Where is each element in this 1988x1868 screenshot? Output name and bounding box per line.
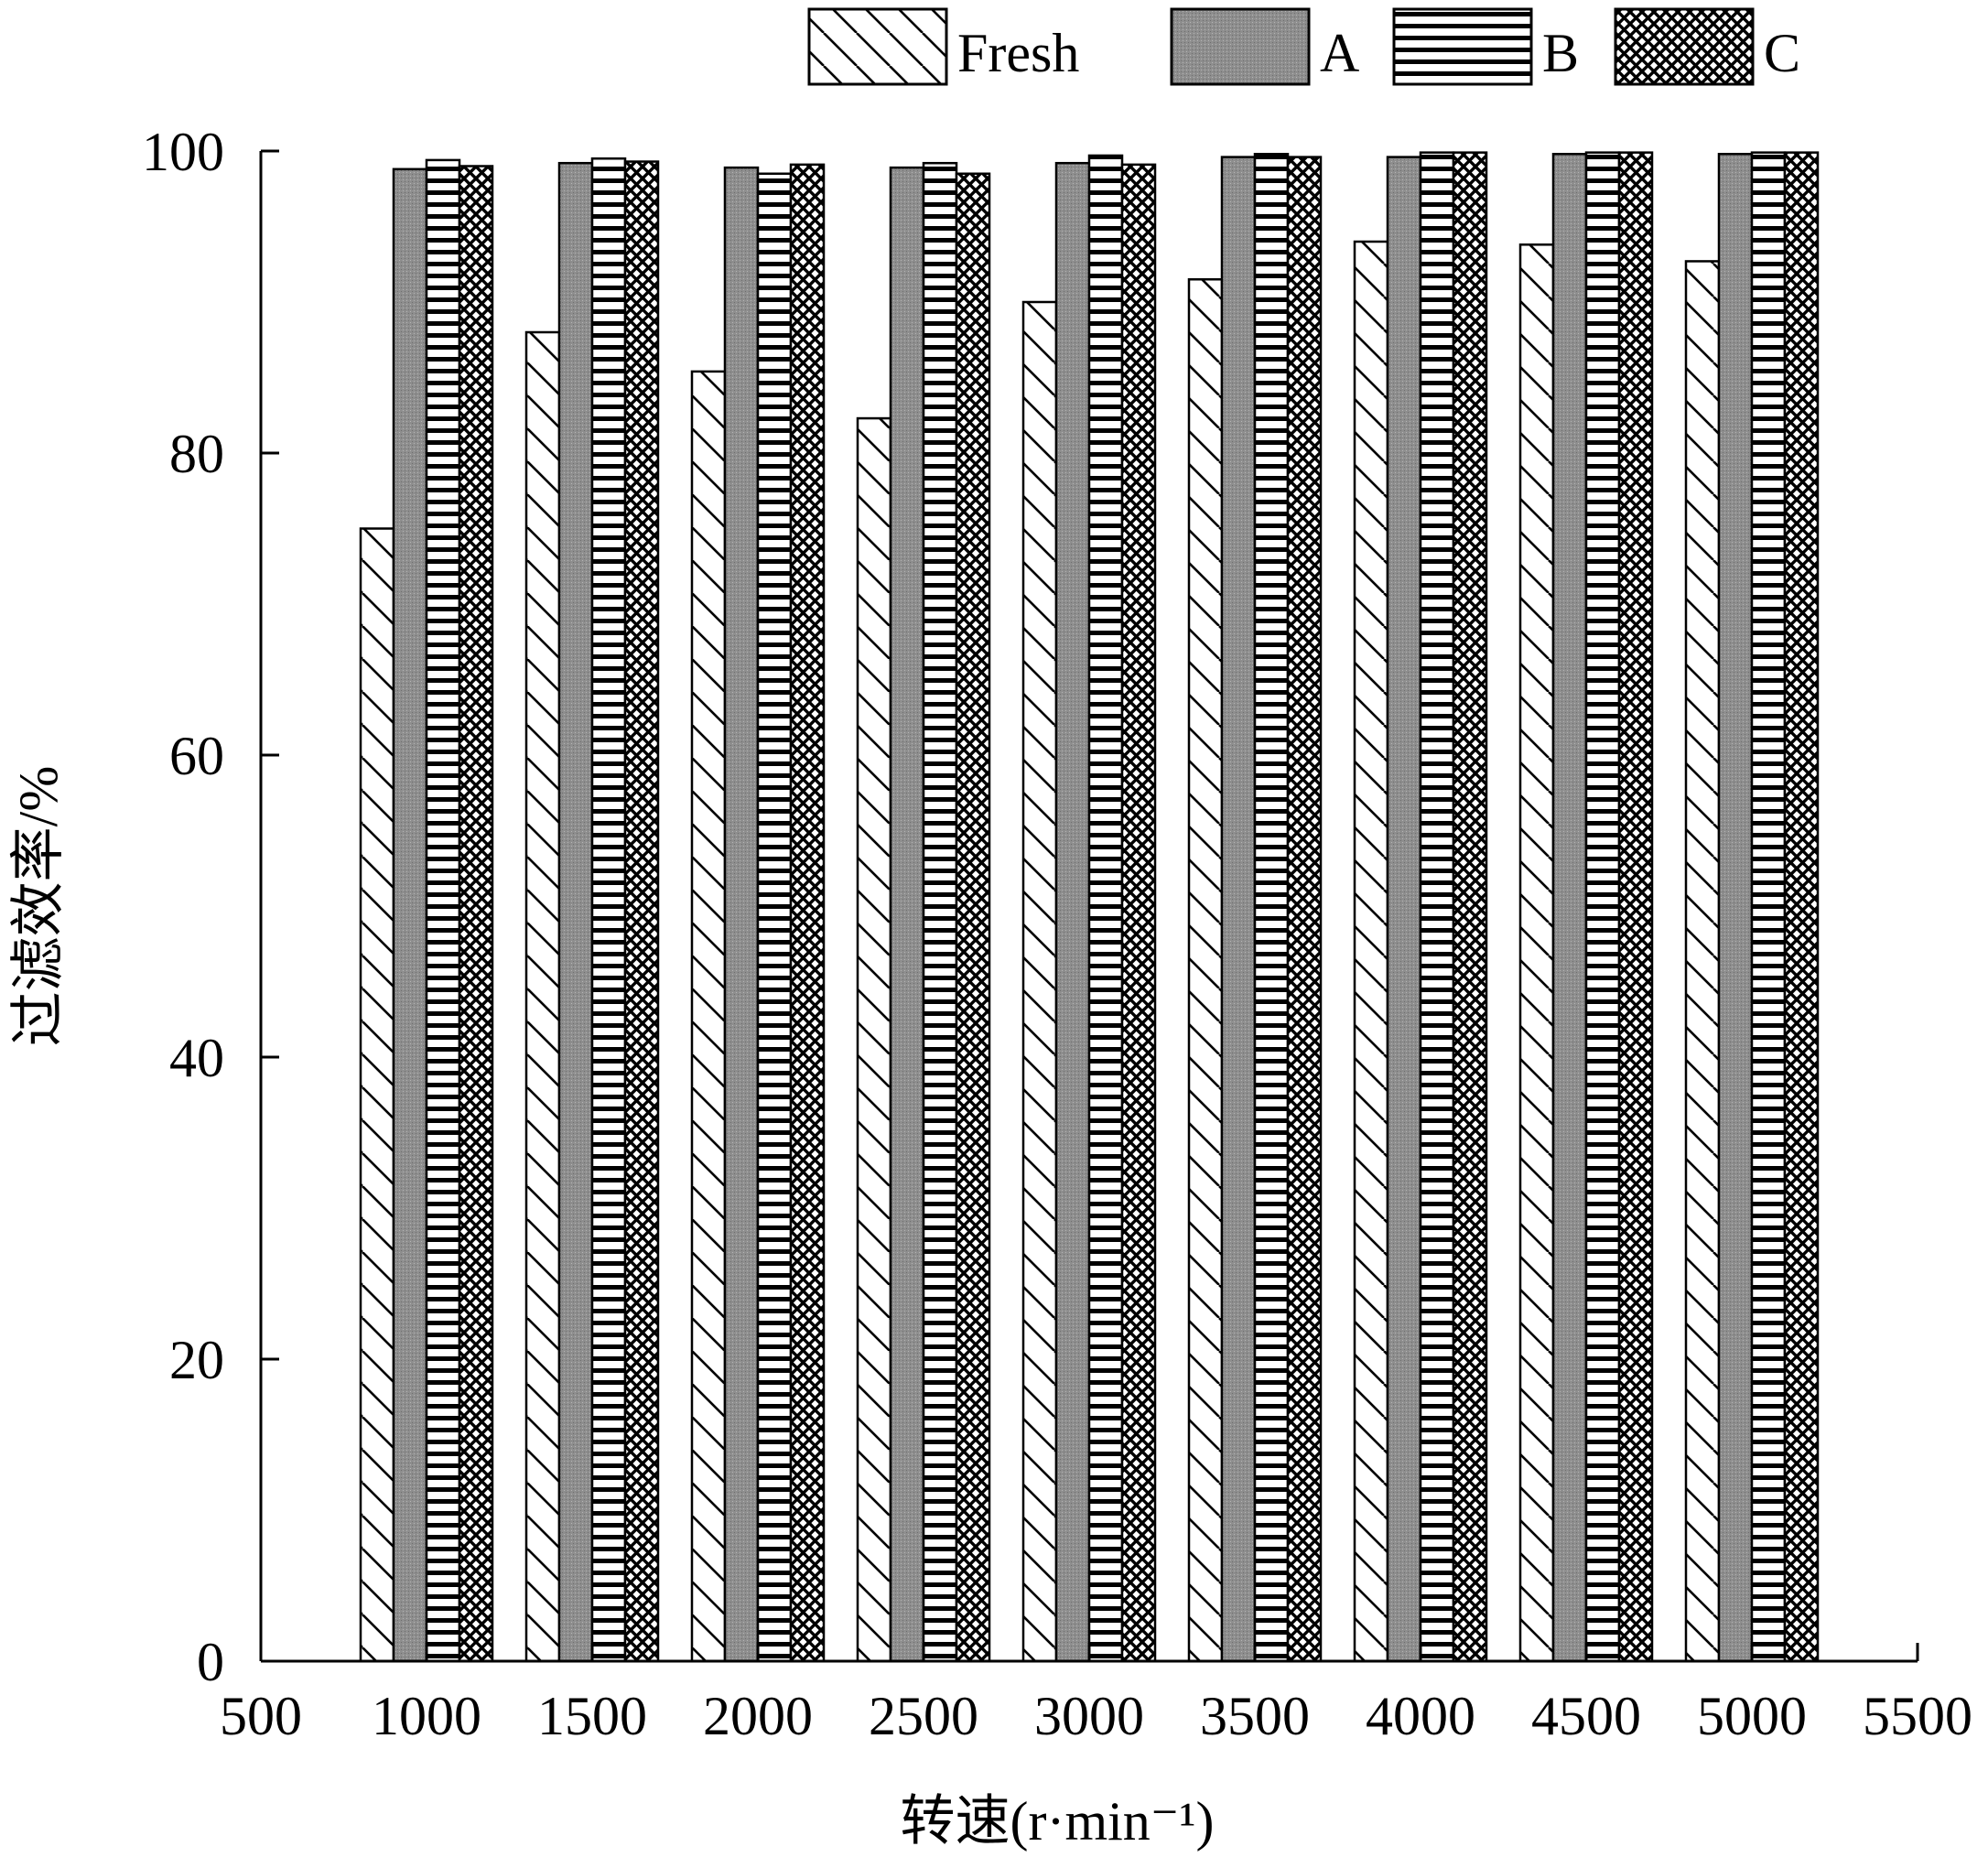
bar-fresh-2000 [690,370,727,1663]
x-tick-label: 5500 [1863,1686,1972,1746]
bar-a-4000 [1386,156,1422,1663]
bar-b-1000 [425,158,461,1663]
legend-swatch-b [1392,7,1533,86]
x-tick-label: 3000 [1034,1686,1144,1746]
bar-fresh-4000 [1353,240,1389,1663]
bar-c-3500 [1286,156,1323,1663]
legend-swatch-a [1170,7,1311,86]
x-tick-label: 500 [220,1686,302,1746]
y-axis-title: 过滤效率/% [8,766,69,1047]
x-tick-label: 2500 [869,1686,978,1746]
bar-b-3500 [1253,153,1290,1663]
legend-label-b: B [1542,23,1579,83]
bar-a-4500 [1551,153,1588,1663]
legend-label-fresh: Fresh [957,23,1079,83]
bar-c-2000 [789,163,826,1663]
bar-a-1000 [392,167,428,1663]
bar-fresh-3000 [1021,300,1058,1663]
y-tick-label: 20 [169,1330,224,1390]
bar-c-4500 [1617,151,1654,1663]
bar-b-2500 [922,161,958,1663]
bar-a-3000 [1054,161,1091,1663]
y-tick-label: 100 [142,122,224,182]
bar-fresh-4500 [1518,243,1555,1663]
bar-c-5000 [1783,151,1820,1663]
legend-label-a: A [1320,23,1359,83]
bar-c-4000 [1452,151,1488,1663]
bar-fresh-1500 [524,330,561,1663]
bars [359,151,1820,1663]
y-tick-label: 0 [197,1632,224,1692]
bar-c-3000 [1120,163,1157,1663]
bar-fresh-3500 [1187,278,1224,1663]
x-tick-label: 1500 [537,1686,647,1746]
bar-c-1500 [623,160,660,1663]
bar-a-1500 [557,161,594,1663]
bar-c-2500 [955,172,991,1663]
bar-b-4500 [1584,151,1621,1663]
legend-label-c: C [1764,23,1800,83]
bar-a-2000 [723,166,760,1663]
bar-b-4000 [1419,151,1455,1663]
x-tick-label: 5000 [1697,1686,1807,1746]
bar-b-3000 [1087,154,1124,1663]
y-tick-label: 60 [169,726,224,786]
legend-swatch-fresh [807,7,948,86]
axes: 0 20 40 60 80 100 500 1000 1500 2000 2500 3000 3500 4… [142,122,1972,1746]
y-tick-label: 80 [169,424,224,484]
bar-a-2500 [889,166,925,1663]
legend: Fresh A B C [807,7,1800,86]
x-axis-title: 转速(r·min⁻¹) [901,1791,1215,1852]
x-tick-label: 4500 [1531,1686,1641,1746]
bar-fresh-5000 [1684,260,1721,1663]
x-tick-label: 1000 [372,1686,481,1746]
y-tick-label: 40 [169,1028,224,1088]
bar-fresh-2500 [856,416,892,1663]
bar-c-1000 [458,165,494,1663]
bar-a-3500 [1220,156,1257,1663]
x-tick-label: 4000 [1366,1686,1475,1746]
x-tick-label: 2000 [703,1686,813,1746]
bar-a-5000 [1717,153,1754,1663]
bar-fresh-1000 [359,527,395,1663]
bar-b-5000 [1750,151,1787,1663]
legend-swatch-c [1614,7,1755,86]
bar-b-2000 [756,172,793,1663]
x-tick-label: 3500 [1200,1686,1310,1746]
bar-b-1500 [590,157,627,1663]
